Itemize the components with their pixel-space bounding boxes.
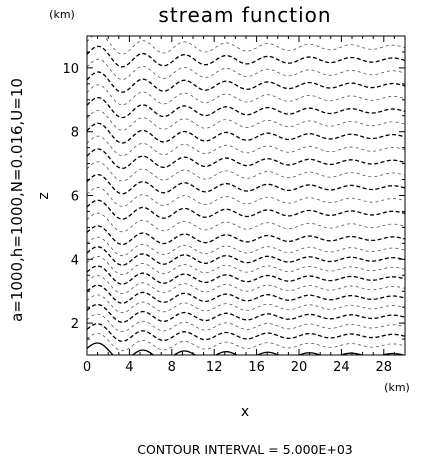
contour-line [87,187,405,207]
contour-lines [87,36,405,355]
x-tick-label: 0 [83,360,91,375]
contour-line [87,212,405,233]
contour-line [87,303,405,323]
y-tick-label: 10 [62,62,79,77]
y-tick-label: 2 [71,317,79,332]
contour-line [87,135,405,157]
contour-line [87,284,405,304]
contour-line [87,45,405,68]
x-tick-label: 16 [248,360,265,375]
contour-line [87,71,405,93]
y-axis-label: z [36,192,52,199]
y-tick-label: 8 [71,126,79,141]
chart-title: stream function [158,3,331,27]
y-tick-label: 6 [71,190,79,205]
contour-line [87,199,405,220]
contour-line [87,246,405,266]
contour-line [87,323,405,342]
x-tick-label: 20 [291,360,308,375]
contour-interval-label: CONTOUR INTERVAL = 5.000E+03 [137,442,353,457]
contour-line [87,275,405,295]
x-tick-label: 28 [376,360,393,375]
parameters-label: a=1000,h=1000,N=0.016,U=10 [8,78,26,322]
contour-line [87,58,405,80]
contour-line [87,342,405,355]
contour-line [87,265,405,285]
y-unit-label: (km) [49,8,75,21]
y-tick-label: 4 [71,253,79,268]
contour-line [87,36,405,55]
contour-line [87,236,405,256]
contour-line [87,313,405,333]
contour-line [87,148,405,170]
x-axis-label: x [241,404,249,420]
contour-line [87,161,405,182]
contour-line [87,122,405,144]
x-unit-label: (km) [384,381,410,394]
contour-line [87,173,405,195]
x-tick-label: 8 [168,360,176,375]
contour-line [87,225,405,246]
contour-line [87,256,405,276]
contour-line [87,84,405,106]
contour-line [87,294,405,314]
contour-line [87,110,405,131]
contour-line [87,332,405,352]
x-tick-label: 12 [206,360,223,375]
x-tick-label: 24 [333,360,350,375]
x-tick-label: 4 [125,360,133,375]
contour-line [87,97,405,119]
